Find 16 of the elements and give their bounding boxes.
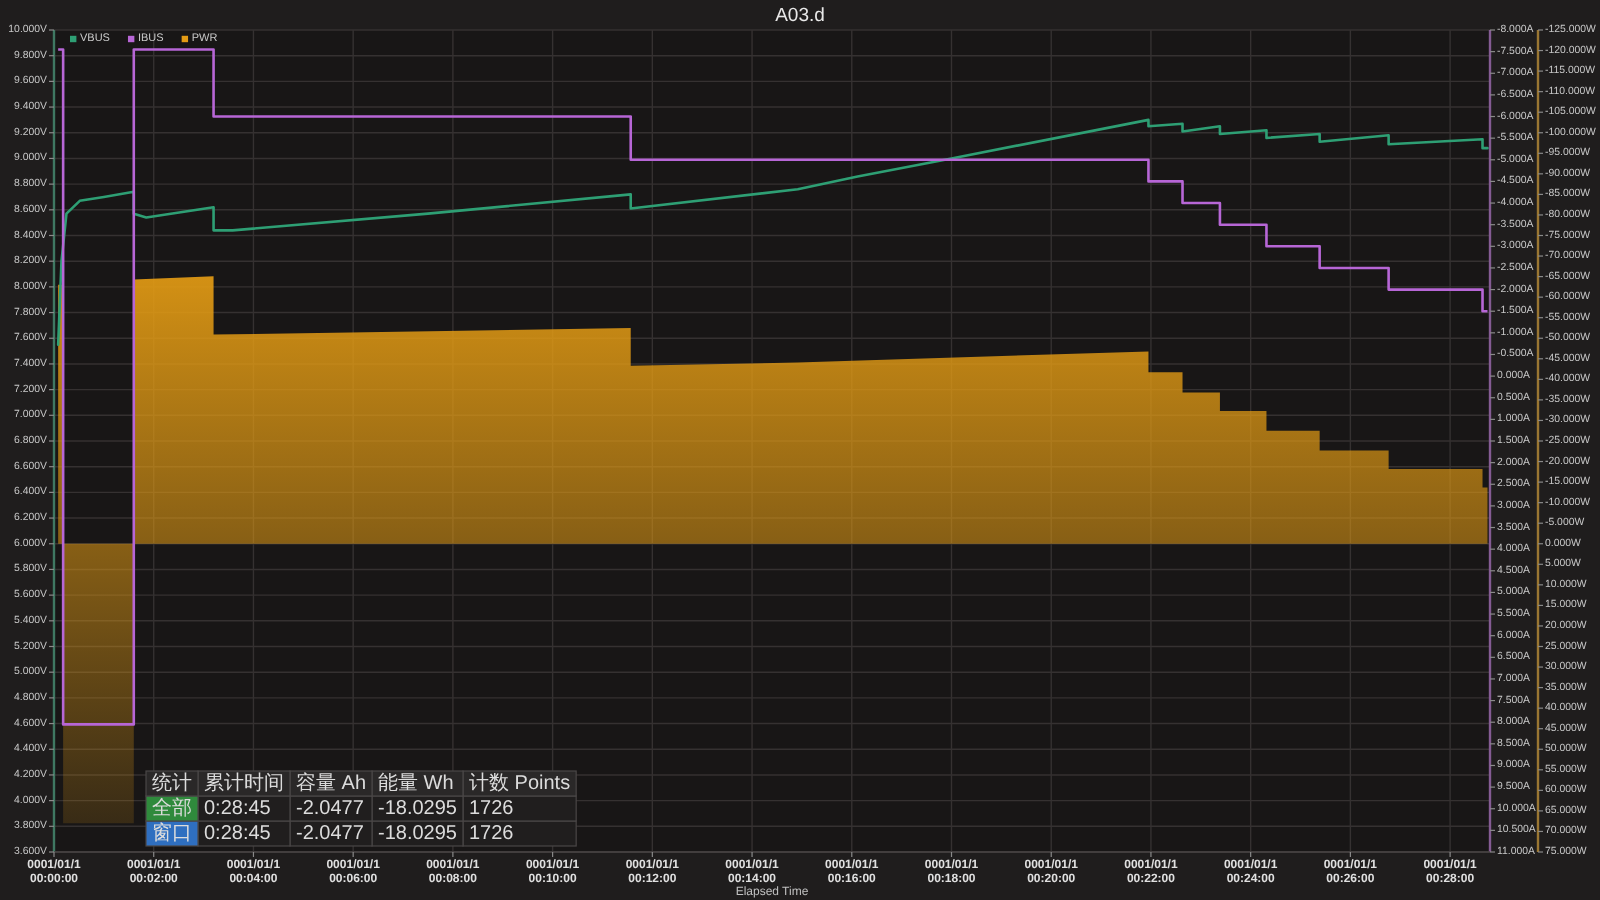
annotation: -2.0477 <box>296 797 365 820</box>
annotation: -2.0477 <box>296 822 365 845</box>
annotation: 窗口 <box>152 820 192 845</box>
annotation: 计数 Points <box>469 770 571 795</box>
annotation: -18.0295 <box>378 822 458 845</box>
annotation: 全部 <box>152 795 192 820</box>
annotation: 1726 <box>469 822 515 845</box>
annotation: 统计 <box>152 770 192 795</box>
annotation: 容量 Ah <box>296 770 367 795</box>
annotation: 1726 <box>469 797 515 820</box>
chart-title: A03.d <box>775 5 825 27</box>
annotation: 0:28:45 <box>204 822 272 845</box>
annotation: 累计时间 <box>204 770 284 795</box>
annotation: 0:28:45 <box>204 797 272 820</box>
annotation: 能量 Wh <box>378 770 454 795</box>
annotation: -18.0295 <box>378 797 458 820</box>
